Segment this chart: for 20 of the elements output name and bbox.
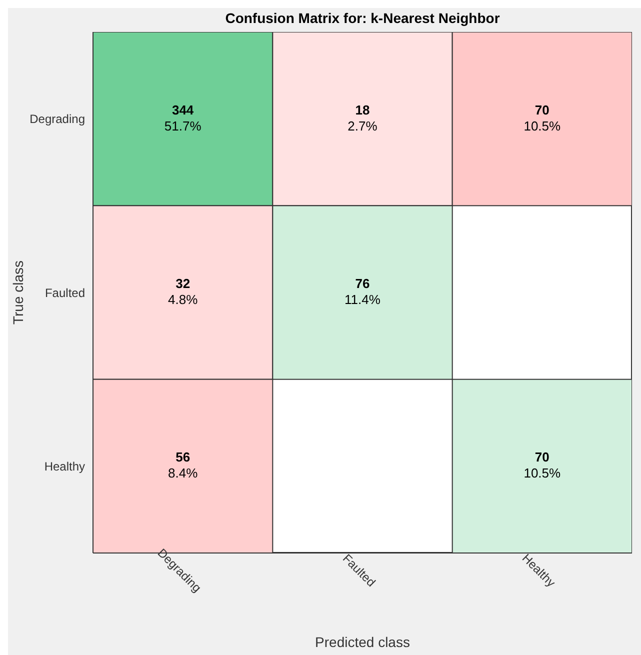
data-label: 344 (172, 102, 194, 118)
data-label: 76 (355, 276, 370, 291)
annotation: 51.7% (164, 118, 202, 134)
annotation: 8.4% (168, 466, 198, 481)
annotation: 10.5% (524, 466, 562, 481)
chart-title: Confusion Matrix for: k-Nearest Neighbor (224, 10, 501, 26)
data-label: 70 (534, 450, 550, 465)
data-label: 70 (534, 102, 550, 118)
annotation: 2.7% (348, 118, 378, 134)
y-tick-label: Healthy (44, 459, 85, 474)
data-label: 56 (176, 450, 190, 465)
y-tick-label: Degrading (30, 112, 85, 126)
data-label: 18 (355, 102, 370, 118)
x-axis-title: Predicted class (315, 634, 410, 650)
annotation: 4.8% (168, 292, 198, 307)
y-tick-label: Faulted (44, 286, 85, 300)
y-axis-title: True class (10, 260, 26, 325)
annotation: 10.5% (524, 118, 562, 134)
annotation: 11.4% (344, 292, 381, 307)
data-label: 32 (176, 276, 190, 291)
